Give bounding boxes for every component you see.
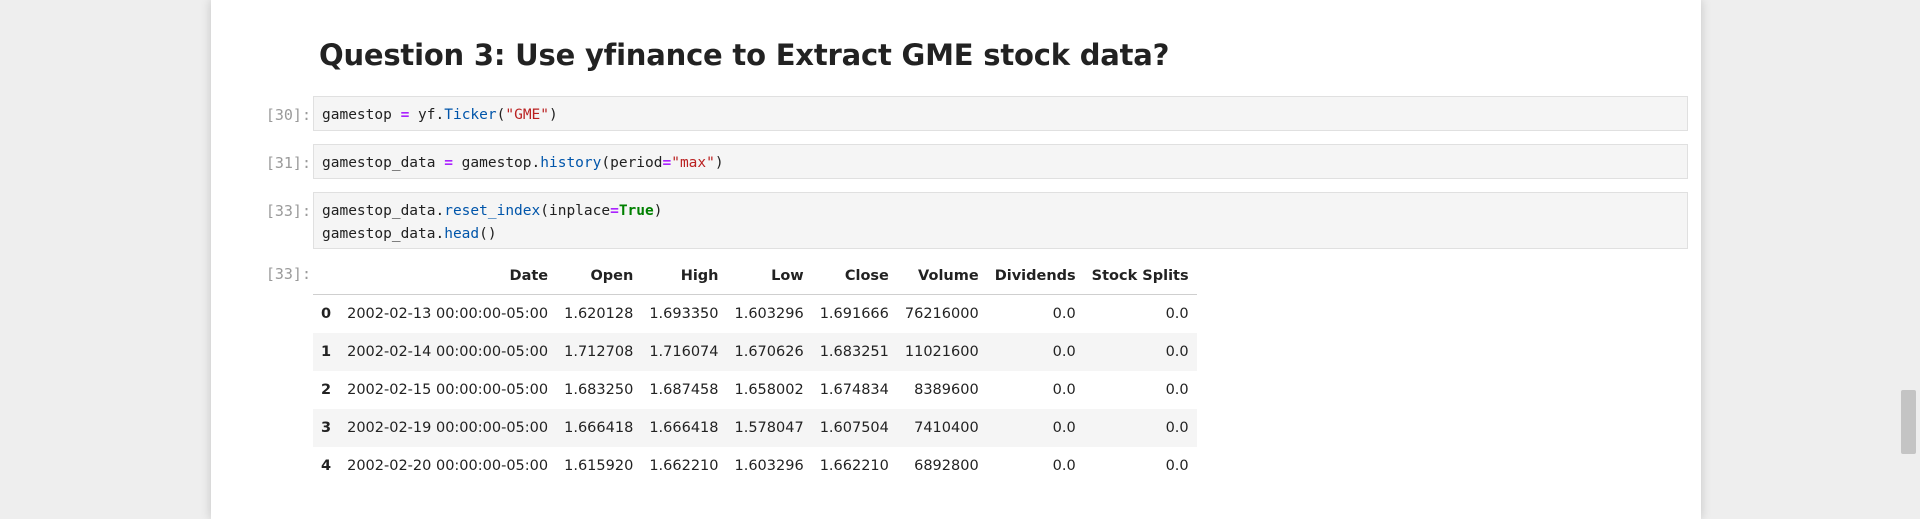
table-cell: 1.687458 bbox=[649, 382, 719, 398]
table-cell: 11021600 bbox=[904, 344, 979, 360]
table-cell: 1.620128 bbox=[564, 306, 634, 322]
table-cell: 0.0 bbox=[1052, 306, 1076, 322]
code-token: () bbox=[479, 226, 497, 242]
table-cell: 6892800 bbox=[914, 458, 979, 474]
table-row: 2 2002-02-15 00:00:00-05:00 1.683250 1.6… bbox=[313, 371, 1197, 409]
table-cell: 0.0 bbox=[1052, 382, 1076, 398]
table-cell: 1.683251 bbox=[819, 344, 889, 360]
column-header: Open bbox=[556, 258, 642, 295]
code-token: ) bbox=[549, 107, 558, 123]
column-header: Stock Splits bbox=[1083, 258, 1197, 295]
row-index: 4 bbox=[321, 458, 332, 474]
notebook-panel: Question 3: Use yfinance to Extract GME … bbox=[211, 0, 1701, 519]
table-row: 3 2002-02-19 00:00:00-05:00 1.666418 1.6… bbox=[313, 409, 1197, 447]
code-token: gamestop. bbox=[452, 155, 541, 171]
table-row: 0 2002-02-13 00:00:00-05:00 1.620128 1.6… bbox=[313, 295, 1197, 334]
column-header bbox=[313, 258, 340, 295]
markdown-heading: Question 3: Use yfinance to Extract GME … bbox=[319, 38, 1170, 72]
code-token: yf. bbox=[409, 107, 445, 123]
table-cell: 1.658002 bbox=[734, 382, 804, 398]
table-cell: 8389600 bbox=[914, 382, 979, 398]
table-cell: 76216000 bbox=[904, 306, 979, 322]
code-token: = bbox=[400, 107, 410, 123]
code-token: gamestop bbox=[322, 107, 401, 123]
table-cell: 1.607504 bbox=[819, 420, 889, 436]
code-token: ) bbox=[653, 203, 663, 219]
code-token: head bbox=[444, 226, 480, 242]
column-header: Close bbox=[811, 258, 897, 295]
table-cell: 7410400 bbox=[914, 420, 979, 436]
code-token: gamestop_data. bbox=[322, 226, 445, 242]
code-cell[interactable]: gamestop = yf.Ticker("GME") bbox=[313, 96, 1688, 131]
code-token: history bbox=[540, 155, 602, 171]
table-cell: 1.683250 bbox=[564, 382, 634, 398]
table-cell: 0.0 bbox=[1052, 420, 1076, 436]
table-cell: 2002-02-15 00:00:00-05:00 bbox=[347, 382, 549, 398]
column-header: Low bbox=[726, 258, 812, 295]
table-row: 4 2002-02-20 00:00:00-05:00 1.615920 1.6… bbox=[313, 447, 1197, 485]
table-cell: 1.578047 bbox=[734, 420, 804, 436]
table-cell: 0.0 bbox=[1165, 382, 1189, 398]
table-cell: 0.0 bbox=[1052, 344, 1076, 360]
column-header: Date bbox=[339, 258, 557, 295]
code-token: gamestop_data bbox=[322, 155, 445, 171]
code-token: ) bbox=[714, 155, 724, 171]
table-cell: 1.666418 bbox=[649, 420, 719, 436]
cell-prompt: [30]: bbox=[265, 106, 311, 124]
table-cell: 1.662210 bbox=[819, 458, 889, 474]
code-token: = bbox=[662, 155, 672, 171]
table-cell: 0.0 bbox=[1052, 458, 1076, 474]
row-index: 3 bbox=[321, 420, 332, 436]
code-line: gamestop_data.reset_index(inplace=True) bbox=[322, 200, 1679, 223]
table-cell: 2002-02-13 00:00:00-05:00 bbox=[347, 306, 549, 322]
code-token: Ticker bbox=[444, 107, 497, 123]
table-cell: 1.674834 bbox=[819, 382, 889, 398]
table-cell: 2002-02-14 00:00:00-05:00 bbox=[347, 344, 549, 360]
code-token: = bbox=[610, 203, 619, 219]
row-index: 2 bbox=[321, 382, 332, 398]
table-cell: 1.603296 bbox=[734, 458, 804, 474]
code-line: gamestop_data.head() bbox=[322, 223, 1679, 246]
code-cell[interactable]: gamestop_data = gamestop.history(period=… bbox=[313, 144, 1688, 179]
column-header: Volume bbox=[896, 258, 987, 295]
code-line: gamestop = yf.Ticker("GME") bbox=[322, 104, 1679, 127]
cell-prompt: [33]: bbox=[265, 202, 311, 220]
table-cell: 2002-02-20 00:00:00-05:00 bbox=[347, 458, 549, 474]
code-line: gamestop_data = gamestop.history(period=… bbox=[322, 152, 1679, 175]
table-cell: 1.603296 bbox=[734, 306, 804, 322]
row-index: 0 bbox=[321, 306, 332, 322]
table-cell: 1.693350 bbox=[649, 306, 719, 322]
dataframe-output: Date Open High Low Close Volume Dividend… bbox=[313, 258, 1197, 485]
output-prompt: [33]: bbox=[265, 265, 311, 283]
code-cell[interactable]: gamestop_data.reset_index(inplace=True) g… bbox=[313, 192, 1688, 249]
column-header: High bbox=[641, 258, 727, 295]
column-header: Dividends bbox=[986, 258, 1084, 295]
table-cell: 1.691666 bbox=[819, 306, 889, 322]
table-cell: 1.662210 bbox=[649, 458, 719, 474]
code-token: = bbox=[444, 155, 453, 171]
table-header-row: Date Open High Low Close Volume Dividend… bbox=[313, 258, 1197, 295]
code-token: "max" bbox=[671, 155, 715, 171]
table-cell: 1.615920 bbox=[564, 458, 634, 474]
code-token: (period bbox=[601, 155, 663, 171]
cell-prompt: [31]: bbox=[265, 154, 311, 172]
code-token: True bbox=[618, 203, 654, 219]
table-cell: 2002-02-19 00:00:00-05:00 bbox=[347, 420, 549, 436]
table-cell: 1.716074 bbox=[649, 344, 719, 360]
table-cell: 1.670626 bbox=[734, 344, 804, 360]
code-token: ( bbox=[496, 107, 506, 123]
code-token: "GME" bbox=[505, 107, 550, 123]
code-token: (inplace bbox=[540, 203, 611, 219]
table-cell: 1.666418 bbox=[564, 420, 634, 436]
row-index: 1 bbox=[321, 344, 332, 360]
table-cell: 0.0 bbox=[1165, 306, 1189, 322]
table-cell: 0.0 bbox=[1165, 458, 1189, 474]
scrollbar-thumb[interactable] bbox=[1901, 390, 1916, 454]
table-cell: 0.0 bbox=[1165, 420, 1189, 436]
table-row: 1 2002-02-14 00:00:00-05:00 1.712708 1.7… bbox=[313, 333, 1197, 371]
code-token: reset_index bbox=[444, 203, 541, 219]
code-token: gamestop_data. bbox=[322, 203, 445, 219]
table-cell: 0.0 bbox=[1165, 344, 1189, 360]
table-cell: 1.712708 bbox=[564, 344, 634, 360]
